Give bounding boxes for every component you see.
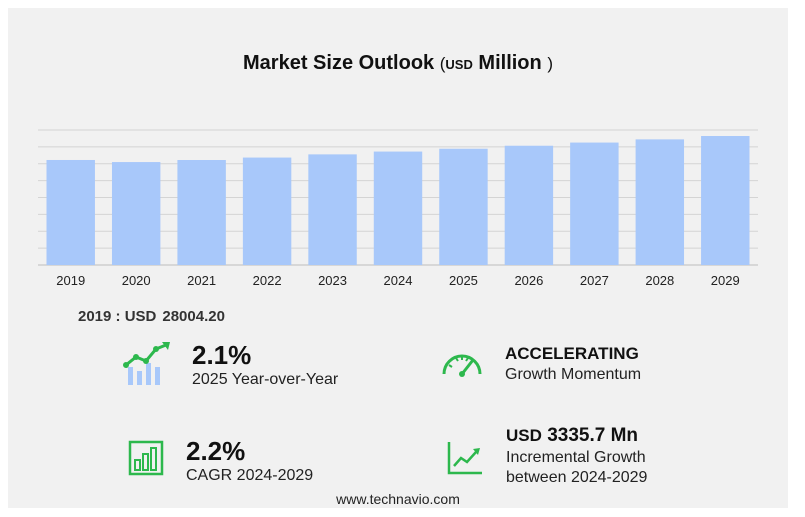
momentum-label: Growth Momentum bbox=[505, 366, 642, 383]
cagr-label: CAGR 2024-2029 bbox=[186, 467, 314, 484]
cagr-value: 2.2% bbox=[186, 436, 246, 466]
growth-chart-icon bbox=[123, 342, 170, 385]
base-year-label: 2019 : USD bbox=[78, 308, 157, 325]
incremental-label-2: between 2024-2029 bbox=[506, 469, 648, 486]
stats-panel: 2.1% 2025 Year-over-Year ACCELERATING Gr… bbox=[8, 8, 788, 508]
bar-2028 bbox=[635, 139, 685, 265]
bar-2026 bbox=[504, 145, 554, 265]
x-tick-label: 2019 bbox=[56, 273, 85, 288]
x-tick-label: 2022 bbox=[253, 273, 282, 288]
source-footer: www.technavio.com bbox=[336, 491, 460, 507]
base-year-amount: 28004.20 bbox=[162, 308, 225, 325]
bar-2022 bbox=[242, 157, 292, 265]
x-tick-label: 2021 bbox=[187, 273, 216, 288]
bar-2024 bbox=[373, 151, 423, 265]
infographic-card: Market Size Outlook (USD Million ) 2019 2… bbox=[8, 8, 788, 508]
chart-tick-labels: 2019 2020 2021 2022 2023 2024 2025 2026 2027 2028… bbox=[56, 273, 739, 288]
yoy-value: 2.1% bbox=[192, 340, 252, 370]
x-tick-label: 2026 bbox=[514, 273, 543, 288]
incremental-amount: USD 3335.7 Mn bbox=[506, 424, 647, 448]
incremental-currency: USD bbox=[506, 426, 542, 445]
momentum-stat: ACCELERATING Growth Momentum bbox=[505, 343, 641, 385]
x-tick-label: 2024 bbox=[384, 273, 413, 288]
bar-2029 bbox=[701, 136, 750, 265]
page-title: Market Size Outlook (USD Million ) bbox=[8, 52, 788, 75]
bar-2027 bbox=[570, 142, 619, 265]
title-text: Market Size Outlook bbox=[243, 52, 435, 74]
title-unit-close: ) bbox=[547, 54, 553, 73]
title-unit-scale: Million bbox=[478, 52, 542, 74]
cagr-stat: 2.2% CAGR 2024-2029 bbox=[186, 436, 313, 486]
x-tick-label: 2027 bbox=[580, 273, 609, 288]
x-tick-label: 2020 bbox=[122, 273, 151, 288]
base-year-value: 2019 : USD 28004.20 bbox=[78, 308, 225, 325]
incremental-label-1: Incremental Growth bbox=[506, 449, 646, 466]
yoy-label: 2025 Year-over-Year bbox=[192, 371, 339, 388]
title-unit-currency: USD bbox=[445, 57, 473, 72]
incremental-value: 3335.7 Mn bbox=[547, 425, 639, 446]
bar-2019 bbox=[46, 159, 95, 265]
title-unit-open: ( bbox=[439, 54, 446, 73]
momentum-value: ACCELERATING bbox=[505, 344, 639, 363]
bar-2021 bbox=[177, 160, 226, 265]
x-tick-label: 2029 bbox=[711, 273, 740, 288]
bar-chart-icon bbox=[128, 440, 164, 476]
x-tick-label: 2025 bbox=[449, 273, 478, 288]
yoy-stat: 2.1% 2025 Year-over-Year bbox=[192, 340, 338, 390]
trend-line-icon bbox=[447, 442, 482, 475]
bar-2023 bbox=[308, 154, 357, 265]
x-tick-label: 2028 bbox=[645, 273, 674, 288]
x-tick-label: 2023 bbox=[318, 273, 347, 288]
bar-2025 bbox=[439, 148, 488, 265]
bar-2020 bbox=[111, 162, 161, 265]
speedometer-icon bbox=[442, 354, 482, 377]
incremental-stat: USD 3335.7 Mn Incremental Growth between… bbox=[506, 424, 647, 488]
chart-bars bbox=[46, 136, 750, 265]
bar-chart: 2019 2020 2021 2022 2023 2024 2025 2026 2027 2028… bbox=[38, 129, 758, 288]
